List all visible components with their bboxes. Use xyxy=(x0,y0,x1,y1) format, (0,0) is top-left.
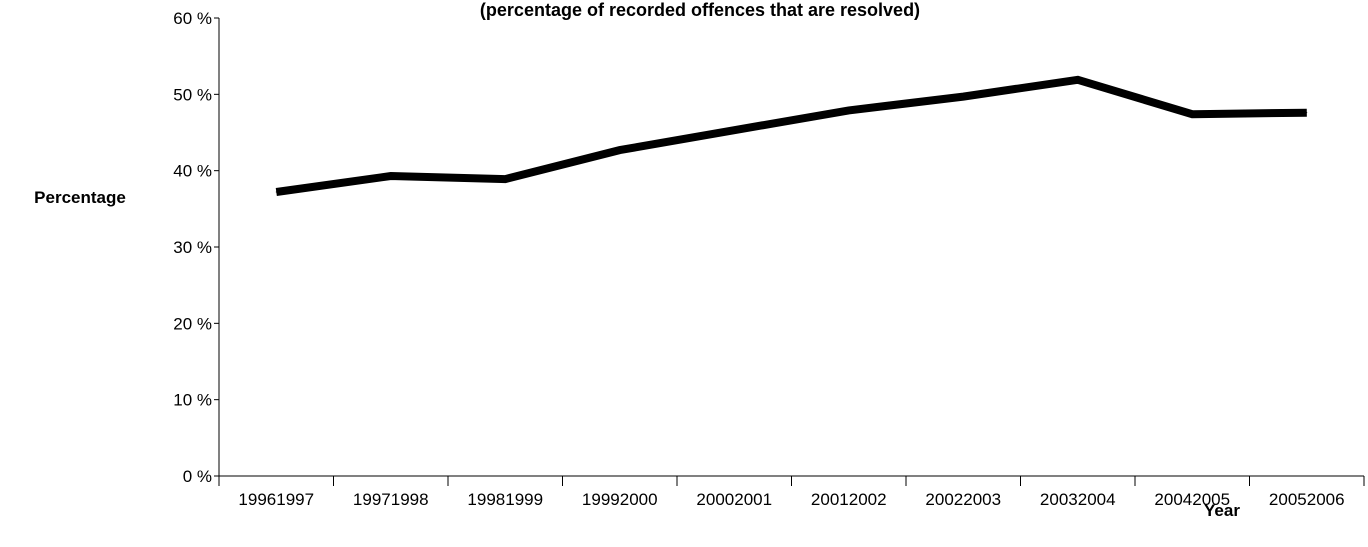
x-tick-label: 19971998 xyxy=(353,490,429,509)
y-axis-ticks: 0 % 10 % 20 % 30 % 40 % 50 % 60 % xyxy=(173,9,219,486)
x-tick-label: 20002001 xyxy=(696,490,772,509)
data-point xyxy=(504,178,506,180)
chart-subtitle: (percentage of recorded offences that ar… xyxy=(480,0,920,20)
y-tick-label: 30 % xyxy=(173,238,212,257)
x-axis-title: Year xyxy=(1204,501,1240,520)
x-tick-label: 19992000 xyxy=(582,490,658,509)
x-axis-ticks: 19961997 19971998 19981999 19992000 20002001… xyxy=(218,476,1365,509)
x-tick-label: 19961997 xyxy=(238,490,314,509)
series-points xyxy=(275,79,1308,193)
x-tick-label: 20022003 xyxy=(925,490,1001,509)
data-point xyxy=(1191,113,1193,115)
data-point xyxy=(962,96,964,98)
x-tick-label: 20032004 xyxy=(1040,490,1116,509)
data-point xyxy=(848,109,850,111)
x-tick-label: 20042005 xyxy=(1154,490,1230,509)
data-point xyxy=(275,191,277,193)
y-tick-label: 40 % xyxy=(173,162,212,181)
y-axis-title: Percentage xyxy=(34,188,126,207)
x-tick-label: 20012002 xyxy=(811,490,887,509)
y-tick-label: 50 % xyxy=(173,85,212,104)
series-line xyxy=(275,75,1307,196)
x-tick-label: 19981999 xyxy=(467,490,543,509)
data-point xyxy=(733,129,735,131)
data-point xyxy=(390,175,392,177)
y-tick-label: 60 % xyxy=(173,9,212,28)
y-tick-label: 0 % xyxy=(183,467,212,486)
y-tick-label: 10 % xyxy=(173,391,212,410)
data-point xyxy=(619,149,621,151)
data-point xyxy=(1306,112,1308,114)
data-point xyxy=(1077,79,1079,81)
x-tick-label: 20052006 xyxy=(1269,490,1345,509)
y-tick-label: 20 % xyxy=(173,314,212,333)
